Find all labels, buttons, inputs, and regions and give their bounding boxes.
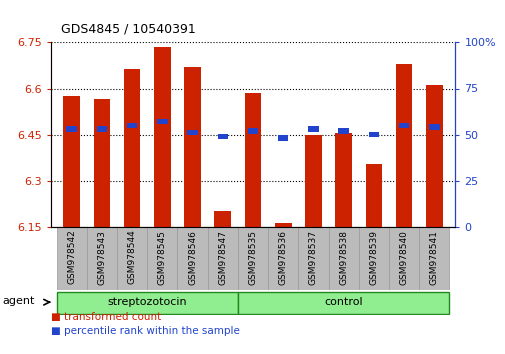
Bar <box>96 126 107 132</box>
Bar <box>398 122 409 128</box>
Text: GSM978541: GSM978541 <box>429 230 438 285</box>
Text: agent: agent <box>3 296 35 307</box>
Bar <box>244 93 261 227</box>
Text: GSM978535: GSM978535 <box>248 230 257 285</box>
FancyBboxPatch shape <box>57 292 237 314</box>
Text: ■ percentile rank within the sample: ■ percentile rank within the sample <box>50 326 239 336</box>
Bar <box>93 99 110 227</box>
Bar <box>308 126 318 132</box>
Text: GSM978543: GSM978543 <box>97 230 106 285</box>
FancyBboxPatch shape <box>388 227 418 290</box>
Bar <box>214 211 231 227</box>
Text: GSM978537: GSM978537 <box>309 230 317 285</box>
Bar <box>425 85 442 227</box>
Text: control: control <box>324 297 362 307</box>
FancyBboxPatch shape <box>147 227 177 290</box>
Bar <box>305 135 321 227</box>
Text: GSM978538: GSM978538 <box>338 230 347 285</box>
Bar <box>335 133 351 227</box>
Bar <box>428 124 439 130</box>
FancyBboxPatch shape <box>237 227 268 290</box>
Bar <box>217 133 228 139</box>
Text: GSM978540: GSM978540 <box>399 230 408 285</box>
Text: GSM978546: GSM978546 <box>188 230 196 285</box>
Bar <box>395 64 412 227</box>
Text: GSM978544: GSM978544 <box>127 230 136 285</box>
FancyBboxPatch shape <box>328 227 358 290</box>
FancyBboxPatch shape <box>87 227 117 290</box>
FancyBboxPatch shape <box>207 227 237 290</box>
Text: streptozotocin: streptozotocin <box>107 297 187 307</box>
Bar <box>247 128 258 133</box>
FancyBboxPatch shape <box>298 227 328 290</box>
FancyBboxPatch shape <box>268 227 298 290</box>
FancyBboxPatch shape <box>117 227 147 290</box>
Bar <box>368 132 378 137</box>
Text: GSM978547: GSM978547 <box>218 230 227 285</box>
Bar <box>187 130 197 136</box>
Bar <box>365 164 381 227</box>
FancyBboxPatch shape <box>57 227 87 290</box>
Bar <box>277 136 288 141</box>
Text: GSM978536: GSM978536 <box>278 230 287 285</box>
FancyBboxPatch shape <box>177 227 207 290</box>
Bar <box>127 122 137 128</box>
Bar <box>63 96 80 227</box>
Text: GSM978539: GSM978539 <box>369 230 378 285</box>
Bar <box>338 128 348 133</box>
Bar <box>154 47 170 227</box>
Bar <box>124 69 140 227</box>
Bar <box>184 67 200 227</box>
Text: GSM978545: GSM978545 <box>158 230 167 285</box>
Text: GSM978542: GSM978542 <box>67 230 76 285</box>
FancyBboxPatch shape <box>358 227 388 290</box>
Text: ■ transformed count: ■ transformed count <box>50 312 161 322</box>
FancyBboxPatch shape <box>237 292 448 314</box>
Bar <box>157 119 167 124</box>
Bar <box>274 223 291 227</box>
Text: GDS4845 / 10540391: GDS4845 / 10540391 <box>61 22 195 35</box>
Bar <box>66 126 77 132</box>
FancyBboxPatch shape <box>418 227 448 290</box>
